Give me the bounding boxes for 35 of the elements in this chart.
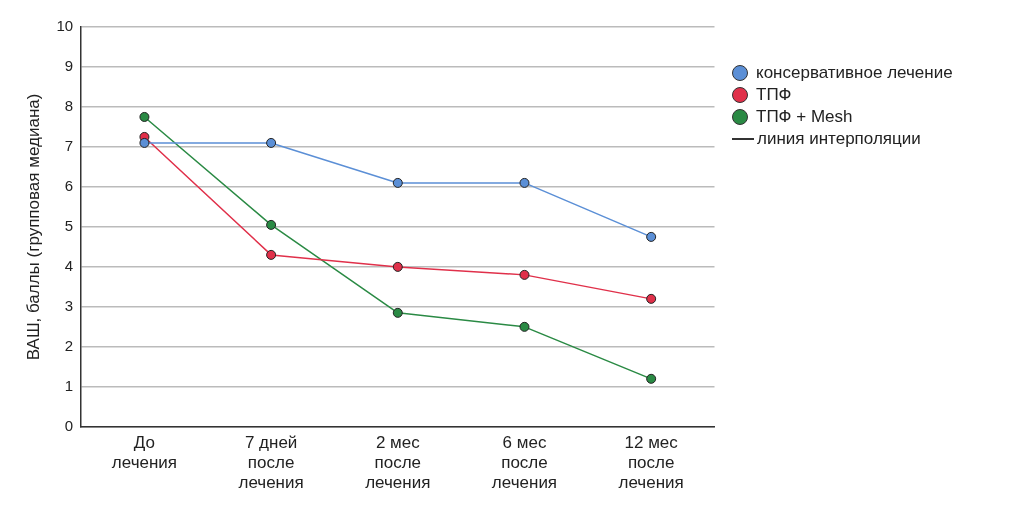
y-axis-title: ВАШ, баллы (групповая медиана) xyxy=(23,93,43,361)
point xyxy=(646,293,657,304)
y-tick-label: 3 xyxy=(64,297,74,314)
point xyxy=(392,307,403,318)
point xyxy=(646,231,657,242)
point xyxy=(139,111,150,122)
point xyxy=(139,137,150,148)
y-tick-label: 10 xyxy=(56,17,74,35)
y-tick-label: 2 xyxy=(64,336,74,354)
x-tick-label: 12 мес после лечения xyxy=(618,432,684,493)
point xyxy=(392,177,403,188)
point xyxy=(646,373,657,384)
y-tick-label: 8 xyxy=(64,97,74,115)
point xyxy=(519,321,530,332)
point xyxy=(266,219,277,230)
legend-label: ТПФ xyxy=(756,84,792,106)
x-tick-label: 6 мес после лечения xyxy=(491,432,558,493)
text: линия интерполяции xyxy=(757,128,921,150)
legend-label: ТПФ + Mesh xyxy=(756,106,853,128)
point xyxy=(392,261,403,272)
y-tick-label: 5 xyxy=(64,217,74,235)
y-tick-label: 7 xyxy=(64,137,74,155)
x-tick-label: 2 мес после лечения xyxy=(365,432,431,493)
point xyxy=(519,177,530,188)
x-tick-label: До лечения xyxy=(111,432,178,473)
legend-label: консервативное лечение xyxy=(756,62,953,84)
y-tick-label: 0 xyxy=(64,416,74,434)
point xyxy=(266,137,277,148)
y-tick-label: 6 xyxy=(64,177,74,195)
y-tick-label: 4 xyxy=(64,257,74,275)
point xyxy=(519,269,530,280)
x-tick-label: 7 дней после лечения xyxy=(238,432,304,493)
y-tick-label: 9 xyxy=(64,57,74,75)
point xyxy=(266,249,277,260)
y-tick-label: 1 xyxy=(64,376,74,394)
